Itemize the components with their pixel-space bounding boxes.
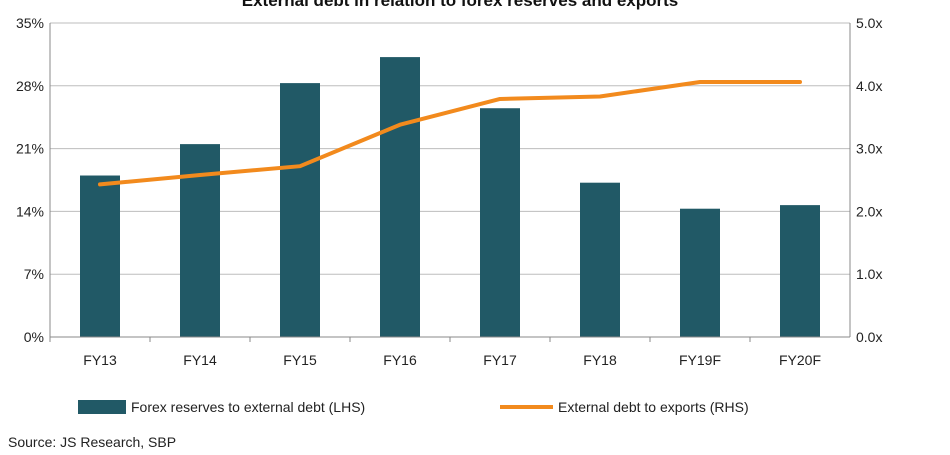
legend-swatch-bars bbox=[78, 400, 126, 414]
right-tick-label: 1.0x bbox=[856, 266, 882, 282]
bar-fy19f bbox=[680, 209, 720, 337]
right-tick-label: 4.0x bbox=[856, 78, 882, 94]
bar-fy15 bbox=[280, 83, 320, 337]
bar-fy18 bbox=[580, 183, 620, 337]
gridlines bbox=[50, 23, 850, 274]
category-label: FY15 bbox=[283, 352, 317, 368]
category-label: FY14 bbox=[183, 352, 217, 368]
right-tick-label: 2.0x bbox=[856, 203, 882, 219]
category-label: FY17 bbox=[483, 352, 517, 368]
right-tick-label: 3.0x bbox=[856, 141, 882, 157]
left-tick-label: 14% bbox=[16, 203, 44, 219]
category-label: FY18 bbox=[583, 352, 617, 368]
legend-label-line: External debt to exports (RHS) bbox=[558, 399, 749, 415]
bar-series bbox=[80, 57, 820, 337]
right-tick-label: 5.0x bbox=[856, 15, 882, 31]
legend-label-bars: Forex reserves to external debt (LHS) bbox=[131, 399, 365, 415]
category-label: FY19F bbox=[679, 352, 721, 368]
left-tick-label: 35% bbox=[16, 15, 44, 31]
category-label: FY16 bbox=[383, 352, 417, 368]
left-tick-label: 0% bbox=[24, 329, 44, 345]
bar-fy17 bbox=[480, 108, 520, 337]
category-label: FY20F bbox=[779, 352, 821, 368]
left-tick-label: 7% bbox=[24, 266, 44, 282]
bar-fy13 bbox=[80, 176, 120, 337]
right-tick-label: 0.0x bbox=[856, 329, 882, 345]
category-label: FY13 bbox=[83, 352, 117, 368]
axes: 0% 0.0x 7% 1.0x 14% 2.0x 21% 3.0x 28% 4.0x 35% 5.0x… bbox=[16, 15, 883, 368]
left-tick-label: 21% bbox=[16, 141, 44, 157]
bar-fy20f bbox=[780, 205, 820, 337]
source-note: Source: JS Research, SBP bbox=[8, 434, 176, 450]
left-tick-label: 28% bbox=[16, 78, 44, 94]
legend: Forex reserves to external debt (LHS) Ext… bbox=[78, 399, 749, 415]
bar-fy16 bbox=[380, 57, 420, 337]
chart-title: External debt in relation to forex reser… bbox=[242, 0, 678, 10]
